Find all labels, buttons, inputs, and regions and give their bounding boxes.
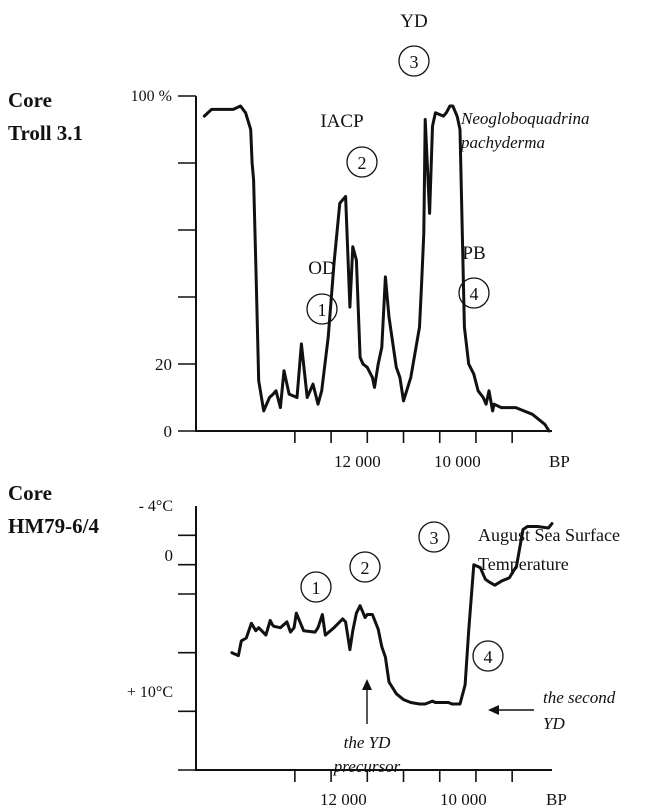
panel-troll: Core Troll 3.1 Neogloboquadrina pachyder… (8, 11, 589, 471)
event-1-number: 1 (312, 578, 321, 598)
event-2-label: IACP (320, 111, 363, 132)
event-2-number: 2 (361, 558, 370, 578)
y-tick-label-0: 0 (164, 422, 173, 441)
y-tick-label-plus10: + 10°C (127, 684, 173, 701)
event-2-circle (346, 146, 378, 178)
x-axis-unit: BP (546, 790, 567, 809)
annotation-yd-precursor: the YD precursor (333, 679, 401, 776)
panel-title-line2: Troll 3.1 (8, 121, 83, 145)
event-4-marker: 4 (472, 640, 504, 672)
event-4-number: 4 (470, 284, 479, 304)
event-3-circle (398, 45, 430, 77)
event-2-marker: 2 (349, 551, 381, 583)
event-4-label: PB (462, 243, 485, 264)
panel-title-line1: Core (8, 481, 52, 505)
event-1-label: OD (308, 258, 335, 279)
event-4-marker: PB 4 (458, 243, 490, 309)
series-line-troll (202, 104, 551, 433)
event-3-label: YD (400, 11, 427, 32)
axes-hm79 (195, 506, 552, 771)
arrowhead-icon (362, 679, 372, 690)
event-4-circle (458, 277, 490, 309)
event-2-marker: IACP 2 (320, 111, 378, 178)
arrowhead-icon (488, 705, 499, 715)
tick-marks-hm79 (178, 534, 513, 782)
tick-marks-troll (178, 95, 513, 443)
event-3-marker: 3 (418, 521, 450, 553)
annotation-text-line2: precursor (333, 757, 401, 776)
event-4-circle (472, 640, 504, 672)
series-line-hm79 (230, 522, 554, 706)
y-tick-label-minus4: - 4°C (139, 498, 173, 515)
event-1-number: 1 (318, 300, 327, 320)
x-tick-label-12000: 12 000 (334, 452, 381, 471)
x-tick-label-10000: 10 000 (434, 452, 481, 471)
annotation-second-yd: the second YD (488, 688, 616, 733)
event-1-circle (306, 293, 338, 325)
y-tick-label-20: 20 (155, 355, 172, 374)
y-tick-label-100: 100 % (131, 88, 172, 105)
series-name-line2: pachyderma (460, 133, 545, 152)
panel-title-line1: Core (8, 88, 52, 112)
series-name-line2: Temperature (478, 554, 569, 574)
event-2-number: 2 (358, 153, 367, 173)
annotation-text-line2: YD (543, 714, 565, 733)
event-3-circle (418, 521, 450, 553)
event-3-number: 3 (410, 52, 419, 72)
series-name-line1: Neogloboquadrina (460, 109, 589, 128)
event-1-circle (300, 571, 332, 603)
event-3-marker: YD 3 (398, 11, 430, 77)
annotation-text-line1: the YD (344, 733, 391, 752)
x-tick-label-12000: 12 000 (320, 790, 367, 809)
event-4-number: 4 (484, 647, 493, 667)
y-tick-label-0: 0 (165, 546, 174, 565)
event-2-circle (349, 551, 381, 583)
event-1-marker: 1 (300, 571, 332, 603)
x-tick-label-10000: 10 000 (440, 790, 487, 809)
event-3-number: 3 (430, 528, 439, 548)
panel-hm79: Core HM79-6/4 August Sea Surface Tempera… (8, 481, 620, 809)
x-axis-unit: BP (549, 452, 570, 471)
panel-title-line2: HM79-6/4 (8, 514, 99, 538)
event-1-marker: OD 1 (306, 258, 338, 325)
annotation-text-line1: the second (543, 688, 616, 707)
series-name-line1: August Sea Surface (478, 525, 620, 545)
